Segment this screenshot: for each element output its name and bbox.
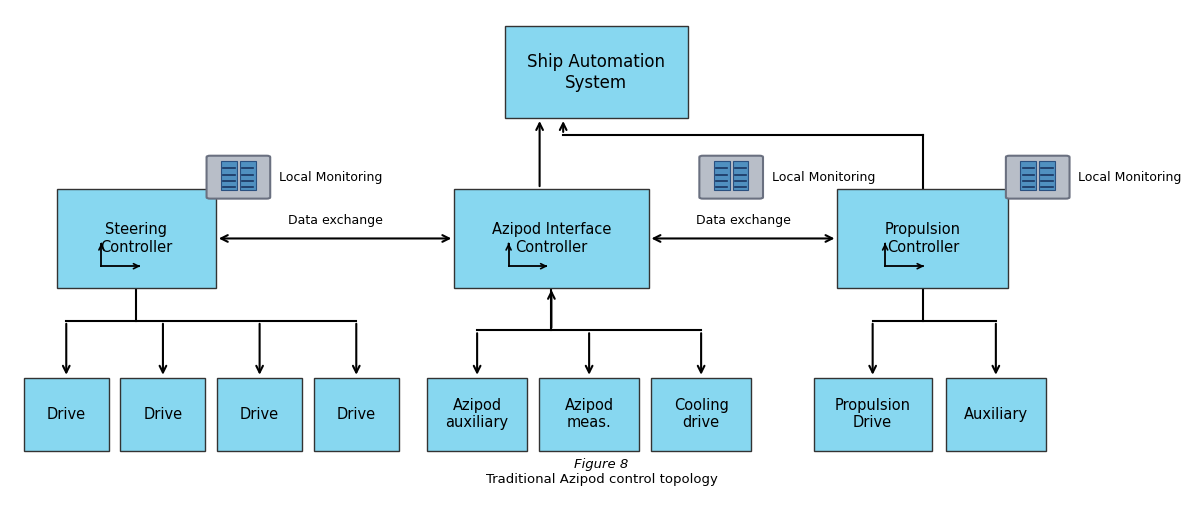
Text: Azipod Interface
Controller: Azipod Interface Controller bbox=[492, 222, 611, 255]
Text: Propulsion
Drive: Propulsion Drive bbox=[835, 398, 911, 430]
Text: Cooling
drive: Cooling drive bbox=[674, 398, 729, 430]
Text: Auxiliary: Auxiliary bbox=[964, 407, 1027, 422]
FancyBboxPatch shape bbox=[1006, 156, 1069, 199]
FancyBboxPatch shape bbox=[505, 26, 688, 118]
FancyBboxPatch shape bbox=[1020, 161, 1036, 190]
FancyBboxPatch shape bbox=[713, 161, 730, 190]
Text: Data exchange: Data exchange bbox=[288, 213, 383, 227]
FancyBboxPatch shape bbox=[946, 378, 1045, 451]
FancyBboxPatch shape bbox=[733, 161, 748, 190]
FancyBboxPatch shape bbox=[207, 156, 271, 199]
FancyBboxPatch shape bbox=[24, 378, 108, 451]
FancyBboxPatch shape bbox=[427, 378, 527, 451]
Text: Local Monitoring: Local Monitoring bbox=[772, 171, 875, 184]
FancyBboxPatch shape bbox=[1039, 161, 1055, 190]
Text: Figure 8: Figure 8 bbox=[574, 458, 629, 471]
FancyBboxPatch shape bbox=[455, 189, 648, 288]
FancyBboxPatch shape bbox=[57, 189, 217, 288]
FancyBboxPatch shape bbox=[539, 378, 639, 451]
FancyBboxPatch shape bbox=[218, 378, 302, 451]
FancyBboxPatch shape bbox=[813, 378, 931, 451]
Text: Local Monitoring: Local Monitoring bbox=[1078, 171, 1181, 184]
Text: Ship Automation
System: Ship Automation System bbox=[527, 53, 665, 92]
FancyBboxPatch shape bbox=[651, 378, 751, 451]
Text: Azipod
meas.: Azipod meas. bbox=[564, 398, 614, 430]
Text: Drive: Drive bbox=[241, 407, 279, 422]
FancyBboxPatch shape bbox=[120, 378, 206, 451]
Text: Data exchange: Data exchange bbox=[695, 213, 790, 227]
FancyBboxPatch shape bbox=[239, 161, 256, 190]
Text: Local Monitoring: Local Monitoring bbox=[279, 171, 383, 184]
Text: Drive: Drive bbox=[143, 407, 183, 422]
Text: Drive: Drive bbox=[47, 407, 85, 422]
FancyBboxPatch shape bbox=[837, 189, 1008, 288]
Text: Azipod
auxiliary: Azipod auxiliary bbox=[445, 398, 509, 430]
FancyBboxPatch shape bbox=[221, 161, 237, 190]
Text: Traditional Azipod control topology: Traditional Azipod control topology bbox=[486, 473, 717, 486]
Text: Drive: Drive bbox=[337, 407, 375, 422]
FancyBboxPatch shape bbox=[699, 156, 763, 199]
Text: Propulsion
Controller: Propulsion Controller bbox=[884, 222, 961, 255]
FancyBboxPatch shape bbox=[314, 378, 398, 451]
Text: Steering
Controller: Steering Controller bbox=[100, 222, 172, 255]
